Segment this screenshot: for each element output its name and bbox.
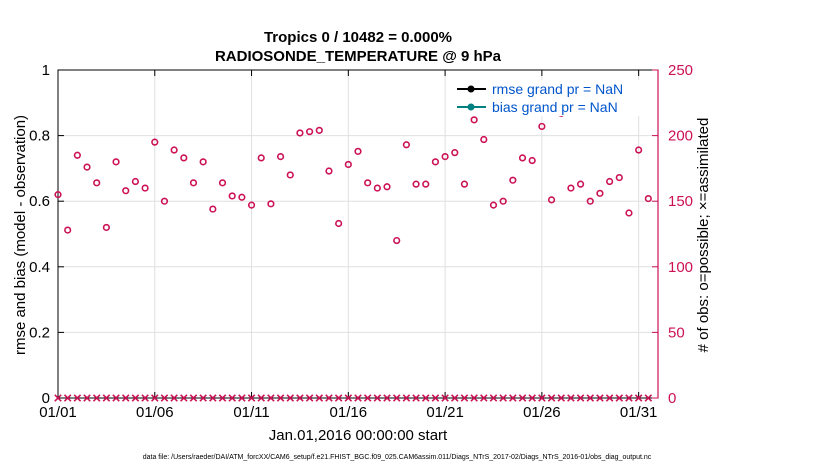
y-axis-left: 0 0.2 0.4 0.6 0.8 1	[29, 62, 64, 407]
possible-obs-point	[510, 177, 516, 183]
y-right-tick-label: 150	[668, 193, 693, 210]
y-right-tick-label: 0	[668, 390, 676, 407]
possible-obs-point	[278, 154, 284, 160]
possible-obs-point	[355, 149, 361, 155]
possible-obs-point	[297, 130, 303, 136]
legend-bias-marker	[468, 104, 475, 111]
possible-obs-point	[462, 181, 468, 187]
possible-obs-point	[365, 180, 371, 186]
possible-obs-point	[133, 179, 139, 185]
x-tick-label: 01/11	[233, 404, 269, 421]
plot-area	[58, 70, 658, 398]
legend: rmse grand pr = NaN bias grand pr = NaN	[452, 80, 650, 116]
possible-obs-point	[646, 196, 652, 202]
possible-obs-point	[258, 155, 264, 161]
possible-obs-point	[413, 181, 419, 187]
possible-obs-point	[404, 142, 410, 148]
chart: 01/01 01/06 01/11 01/16 01/21 01/26 01/31 00.2…	[0, 0, 830, 470]
possible-obs-point	[123, 188, 129, 194]
possible-obs-point	[181, 155, 187, 161]
possible-obs-point	[84, 164, 90, 170]
possible-obs-point	[481, 137, 487, 143]
x-axis-label: Jan.01,2016 00:00:00 start	[269, 427, 448, 444]
grid	[58, 70, 658, 398]
possible-obs-point	[384, 184, 390, 190]
chart-title: Tropics 0 / 10482 = 0.000%	[264, 29, 452, 46]
possible-obs-point	[607, 179, 613, 185]
legend-rmse-marker	[468, 86, 475, 93]
possible-obs-point	[452, 150, 458, 156]
possible-obs-point	[597, 191, 603, 197]
possible-obs-point	[171, 147, 177, 153]
possible-obs-point	[113, 159, 119, 165]
footer-data-file: data file: /Users/raeder/DAI/ATM_forcXX/…	[143, 454, 652, 461]
possible-obs-point	[423, 181, 429, 187]
possible-obs-point	[491, 202, 497, 208]
possible-obs-point	[239, 194, 245, 200]
y-right-tick-label: 250	[668, 62, 693, 79]
x-tick-label: 01/21	[426, 404, 464, 421]
possible-obs-point	[268, 201, 274, 207]
y-left-tick-label: 0.6	[29, 193, 50, 210]
possible-obs-point	[578, 181, 584, 187]
possible-obs-point	[549, 197, 555, 203]
y-axis-left-label: rmse and bias (model - observation)	[12, 115, 29, 355]
x-tick-label: 01/31	[620, 404, 658, 421]
legend-rmse-label: rmse grand pr = NaN	[492, 81, 623, 97]
possible-obs-point	[229, 193, 235, 199]
possible-obs-point	[94, 180, 100, 186]
possible-obs-point	[200, 159, 206, 165]
possible-obs-point	[568, 185, 574, 191]
series	[55, 110, 652, 401]
y-right-tick-label: 100	[668, 259, 693, 276]
possible-obs-point	[471, 117, 477, 123]
legend-bias-label: bias grand pr = NaN	[492, 99, 618, 115]
y-left-tick-label: 1	[42, 62, 50, 79]
possible-obs-point	[65, 227, 71, 233]
possible-obs-point	[394, 238, 400, 244]
x-tick-label: 01/06	[136, 404, 174, 421]
possible-obs-point	[220, 180, 226, 186]
possible-obs-point	[520, 155, 526, 161]
x-tick-label: 01/16	[330, 404, 368, 421]
possible-obs-point	[287, 172, 293, 178]
possible-obs-point	[616, 175, 622, 181]
y-left-tick-label: 0.8	[29, 128, 50, 145]
possible-obs-point	[75, 152, 81, 158]
possible-obs-point	[210, 206, 216, 212]
chart-subtitle: RADIOSONDE_TEMPERATURE @ 9 hPa	[215, 48, 502, 65]
possible-obs-point	[336, 221, 342, 227]
possible-obs-point	[191, 180, 197, 186]
y-left-tick-label: 0	[42, 390, 50, 407]
possible-obs-point	[375, 185, 381, 191]
y-right-tick-label: 200	[668, 128, 693, 145]
possible-obs-point	[326, 168, 332, 174]
y-axis-right: 0 50 100 150 200 250	[652, 62, 693, 407]
y-left-tick-label: 0.4	[29, 259, 50, 276]
possible-obs-point	[529, 158, 535, 164]
possible-obs-point	[316, 128, 322, 134]
y-left-tick-label: 0.2	[29, 324, 50, 341]
possible-obs-point	[104, 225, 110, 231]
possible-obs-point	[433, 159, 439, 165]
possible-obs-point	[307, 129, 313, 135]
y-axis-right-label: # of obs: o=possible; ×=assimilated	[695, 118, 712, 353]
y-right-tick-label: 50	[668, 324, 685, 341]
possible-obs-point	[626, 210, 632, 216]
possible-obs-point	[142, 185, 148, 191]
x-tick-label: 01/26	[523, 404, 561, 421]
